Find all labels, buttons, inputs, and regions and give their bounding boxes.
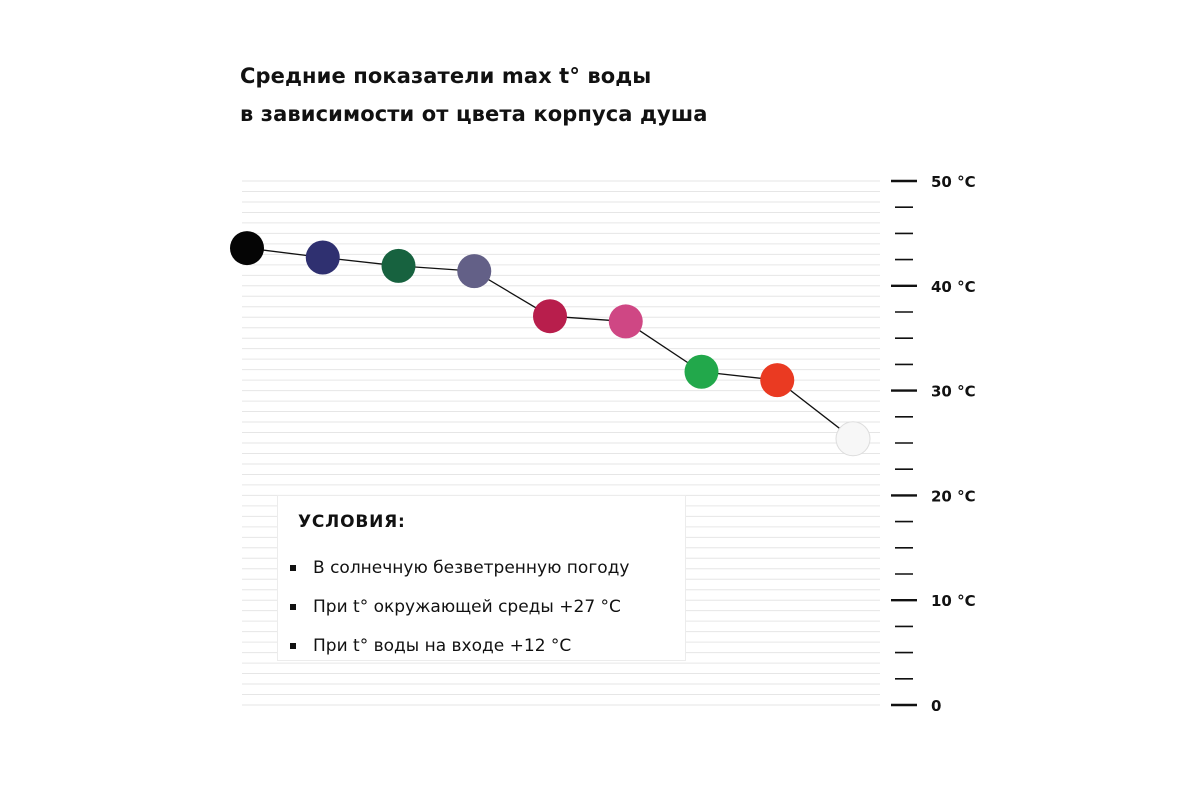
data-point — [684, 354, 719, 389]
y-axis: 0 10 °C 20 °C 30 °C 40 °C 50 °C — [891, 173, 976, 715]
chart-title-line-1: Средние показатели max t° воды — [240, 64, 652, 88]
condition-text: При t° окружающей среды +27 °C — [313, 596, 621, 617]
bullet-icon — [290, 603, 296, 610]
conditions-box: УСЛОВИЯ: В солнечную безветренную погоду… — [277, 495, 686, 661]
series-line — [246, 247, 854, 440]
data-point — [305, 240, 340, 275]
condition-text: При t° воды на входе +12 °C — [313, 635, 572, 656]
data-point — [381, 248, 416, 283]
conditions-title: УСЛОВИЯ: — [298, 512, 406, 532]
data-point — [760, 363, 795, 398]
data-series — [230, 231, 871, 457]
condition-item: В солнечную безветренную погоду — [290, 548, 629, 587]
y-tick-label: 40 °C — [931, 278, 976, 296]
bullet-icon — [290, 642, 296, 649]
data-point — [835, 421, 871, 457]
data-point — [230, 231, 264, 266]
y-tick-label: 50 °C — [931, 173, 976, 191]
condition-item: При t° воды на входе +12 °C — [290, 626, 629, 665]
y-tick-label: 30 °C — [931, 383, 976, 401]
data-point — [457, 254, 492, 289]
condition-text: В солнечную безветренную погоду — [313, 557, 630, 578]
y-tick-label: 0 — [931, 697, 941, 715]
condition-item: При t° окружающей среды +27 °C — [290, 587, 629, 626]
data-point — [533, 299, 567, 334]
y-tick-label: 20 °C — [931, 487, 976, 505]
conditions-list: В солнечную безветренную погоду При t° о… — [290, 548, 629, 665]
data-point — [608, 304, 643, 339]
bullet-icon — [290, 564, 296, 571]
chart-title-line-2: в зависимости от цвета корпуса душа — [240, 102, 708, 126]
y-tick-label: 10 °C — [931, 592, 976, 610]
